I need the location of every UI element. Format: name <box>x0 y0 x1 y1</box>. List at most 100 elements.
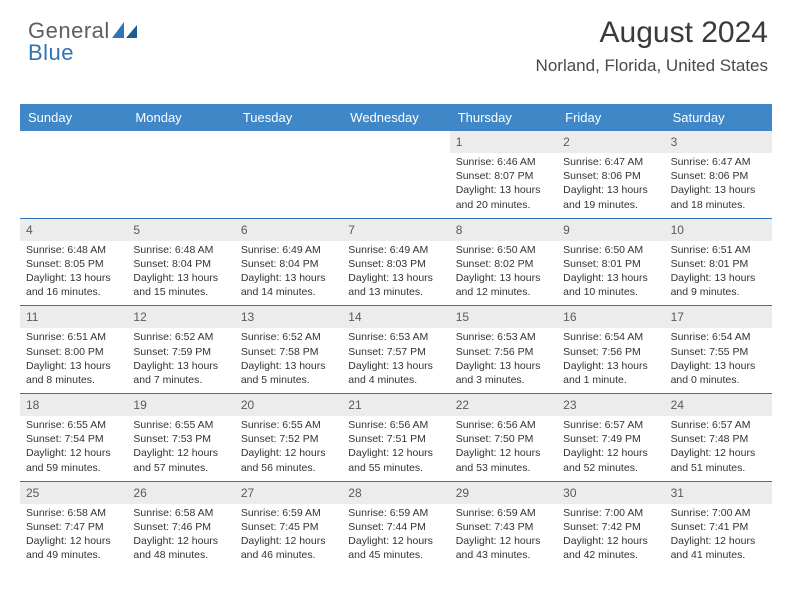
sunrise-line: Sunrise: 6:52 AM <box>241 330 336 344</box>
daynum-bar: 4 <box>20 219 127 241</box>
day-number: 23 <box>563 398 576 412</box>
daylight-line-2: and 55 minutes. <box>348 461 443 475</box>
daynum-bar: 6 <box>235 219 342 241</box>
daynum-bar: 24 <box>665 394 772 416</box>
sunrise-line: Sunrise: 6:54 AM <box>671 330 766 344</box>
daylight-line-2: and 16 minutes. <box>26 285 121 299</box>
daylight-line-1: Daylight: 13 hours <box>563 359 658 373</box>
day-cell: 17 Sunrise: 6:54 AMSunset: 7:55 PMDayligh… <box>665 305 772 393</box>
daylight-line-2: and 20 minutes. <box>456 198 551 212</box>
daylight-line-1: Daylight: 12 hours <box>26 446 121 460</box>
dayname-header: Sunday <box>20 104 127 131</box>
dayname-header: Wednesday <box>342 104 449 131</box>
sunset-line: Sunset: 8:04 PM <box>241 257 336 271</box>
calendar-page: General Blue August 2024 Norland, Florid… <box>0 0 792 612</box>
daylight-line-2: and 18 minutes. <box>671 198 766 212</box>
daynum-bar: 31 <box>665 482 772 504</box>
sunset-line: Sunset: 7:57 PM <box>348 345 443 359</box>
brand-text-2: Blue <box>28 40 74 65</box>
day-cell: 4Sunrise: 6:48 AMSunset: 8:05 PMDaylight… <box>20 218 127 306</box>
daylight-line-1: Daylight: 13 hours <box>133 359 228 373</box>
daylight-line-1: Daylight: 13 hours <box>671 271 766 285</box>
sunset-line: Sunset: 7:52 PM <box>241 432 336 446</box>
dayname-header: Friday <box>557 104 664 131</box>
sunset-line: Sunset: 7:47 PM <box>26 520 121 534</box>
day-cell: 6Sunrise: 6:49 AMSunset: 8:04 PMDaylight… <box>235 218 342 306</box>
daylight-line-2: and 41 minutes. <box>671 548 766 562</box>
day-number: 19 <box>133 398 146 412</box>
sunset-line: Sunset: 7:55 PM <box>671 345 766 359</box>
sunrise-line: Sunrise: 6:59 AM <box>241 506 336 520</box>
week-row: 4Sunrise: 6:48 AMSunset: 8:05 PMDaylight… <box>20 218 772 306</box>
day-info: Sunrise: 6:55 AMSunset: 7:54 PMDaylight:… <box>26 418 121 475</box>
day-cell: 26Sunrise: 6:58 AMSunset: 7:46 PMDayligh… <box>127 481 234 569</box>
daynum-bar: 28 <box>342 482 449 504</box>
day-info: Sunrise: 6:50 AMSunset: 8:01 PMDaylight:… <box>563 243 658 300</box>
daylight-line-2: and 0 minutes. <box>671 373 766 387</box>
daylight-line-1: Daylight: 12 hours <box>671 446 766 460</box>
daylight-line-2: and 46 minutes. <box>241 548 336 562</box>
day-cell: 22Sunrise: 6:56 AMSunset: 7:50 PMDayligh… <box>450 393 557 481</box>
day-number: 14 <box>348 310 361 324</box>
day-cell: 27Sunrise: 6:59 AMSunset: 7:45 PMDayligh… <box>235 481 342 569</box>
sunset-line: Sunset: 7:56 PM <box>563 345 658 359</box>
daynum-bar: 15 <box>450 306 557 328</box>
sunrise-line: Sunrise: 7:00 AM <box>563 506 658 520</box>
daylight-line-1: Daylight: 13 hours <box>348 359 443 373</box>
dayname-header: Saturday <box>665 104 772 131</box>
daylight-line-1: Daylight: 13 hours <box>348 271 443 285</box>
brand-sail-icon <box>112 22 138 40</box>
day-cell: 25Sunrise: 6:58 AMSunset: 7:47 PMDayligh… <box>20 481 127 569</box>
day-cell: 11 Sunrise: 6:51 AMSunset: 8:00 PMDayligh… <box>20 305 127 393</box>
sunrise-line: Sunrise: 6:57 AM <box>563 418 658 432</box>
day-cell: 9 Sunrise: 6:50 AMSunset: 8:01 PMDaylight… <box>557 218 664 306</box>
day-info: Sunrise: 6:48 AMSunset: 8:04 PMDaylight:… <box>133 243 228 300</box>
daylight-line-1: Daylight: 13 hours <box>456 183 551 197</box>
daylight-line-1: Daylight: 12 hours <box>241 446 336 460</box>
sunset-line: Sunset: 8:02 PM <box>456 257 551 271</box>
day-info: Sunrise: 6:51 AMSunset: 8:00 PMDaylight:… <box>26 330 121 387</box>
day-number: 24 <box>671 398 684 412</box>
daylight-line-2: and 48 minutes. <box>133 548 228 562</box>
daynum-bar: 19 <box>127 394 234 416</box>
daynum-bar: 26 <box>127 482 234 504</box>
sunrise-line: Sunrise: 6:59 AM <box>456 506 551 520</box>
calendar-grid: SundayMondayTuesdayWednesdayThursdayFrid… <box>20 104 772 568</box>
day-number: 11 <box>26 310 38 324</box>
daylight-line-1: Daylight: 13 hours <box>133 271 228 285</box>
sunset-line: Sunset: 8:06 PM <box>563 169 658 183</box>
sunrise-line: Sunrise: 6:57 AM <box>671 418 766 432</box>
day-number: 25 <box>26 486 39 500</box>
daynum-bar: 9 <box>557 219 664 241</box>
sunrise-line: Sunrise: 6:52 AM <box>133 330 228 344</box>
day-number: 10 <box>671 223 684 237</box>
daylight-line-2: and 56 minutes. <box>241 461 336 475</box>
daylight-line-1: Daylight: 12 hours <box>348 534 443 548</box>
daylight-line-1: Daylight: 13 hours <box>671 359 766 373</box>
daynum-bar: 20 <box>235 394 342 416</box>
day-cell: 13Sunrise: 6:52 AMSunset: 7:58 PMDayligh… <box>235 305 342 393</box>
daylight-line-1: Daylight: 13 hours <box>26 359 121 373</box>
weeks-container: 1Sunrise: 6:46 AMSunset: 8:07 PMDaylight… <box>20 131 772 568</box>
day-info: Sunrise: 6:59 AMSunset: 7:44 PMDaylight:… <box>348 506 443 563</box>
day-info: Sunrise: 6:59 AMSunset: 7:45 PMDaylight:… <box>241 506 336 563</box>
day-number: 16 <box>563 310 576 324</box>
sunrise-line: Sunrise: 6:50 AM <box>563 243 658 257</box>
day-number: 6 <box>241 223 248 237</box>
daylight-line-2: and 1 minute. <box>563 373 658 387</box>
day-number: 31 <box>671 486 684 500</box>
sunset-line: Sunset: 7:54 PM <box>26 432 121 446</box>
sunset-line: Sunset: 7:51 PM <box>348 432 443 446</box>
daylight-line-2: and 15 minutes. <box>133 285 228 299</box>
sunrise-line: Sunrise: 6:58 AM <box>26 506 121 520</box>
week-row: 1Sunrise: 6:46 AMSunset: 8:07 PMDaylight… <box>20 131 772 218</box>
day-cell: 15Sunrise: 6:53 AMSunset: 7:56 PMDayligh… <box>450 305 557 393</box>
week-row: 18Sunrise: 6:55 AMSunset: 7:54 PMDayligh… <box>20 393 772 481</box>
day-number: 1 <box>456 135 463 149</box>
day-cell: 5Sunrise: 6:48 AMSunset: 8:04 PMDaylight… <box>127 218 234 306</box>
daylight-line-2: and 10 minutes. <box>563 285 658 299</box>
day-number: 9 <box>563 223 570 237</box>
day-cell: 12Sunrise: 6:52 AMSunset: 7:59 PMDayligh… <box>127 305 234 393</box>
daylight-line-2: and 3 minutes. <box>456 373 551 387</box>
daynum-bar: 17 <box>665 306 772 328</box>
